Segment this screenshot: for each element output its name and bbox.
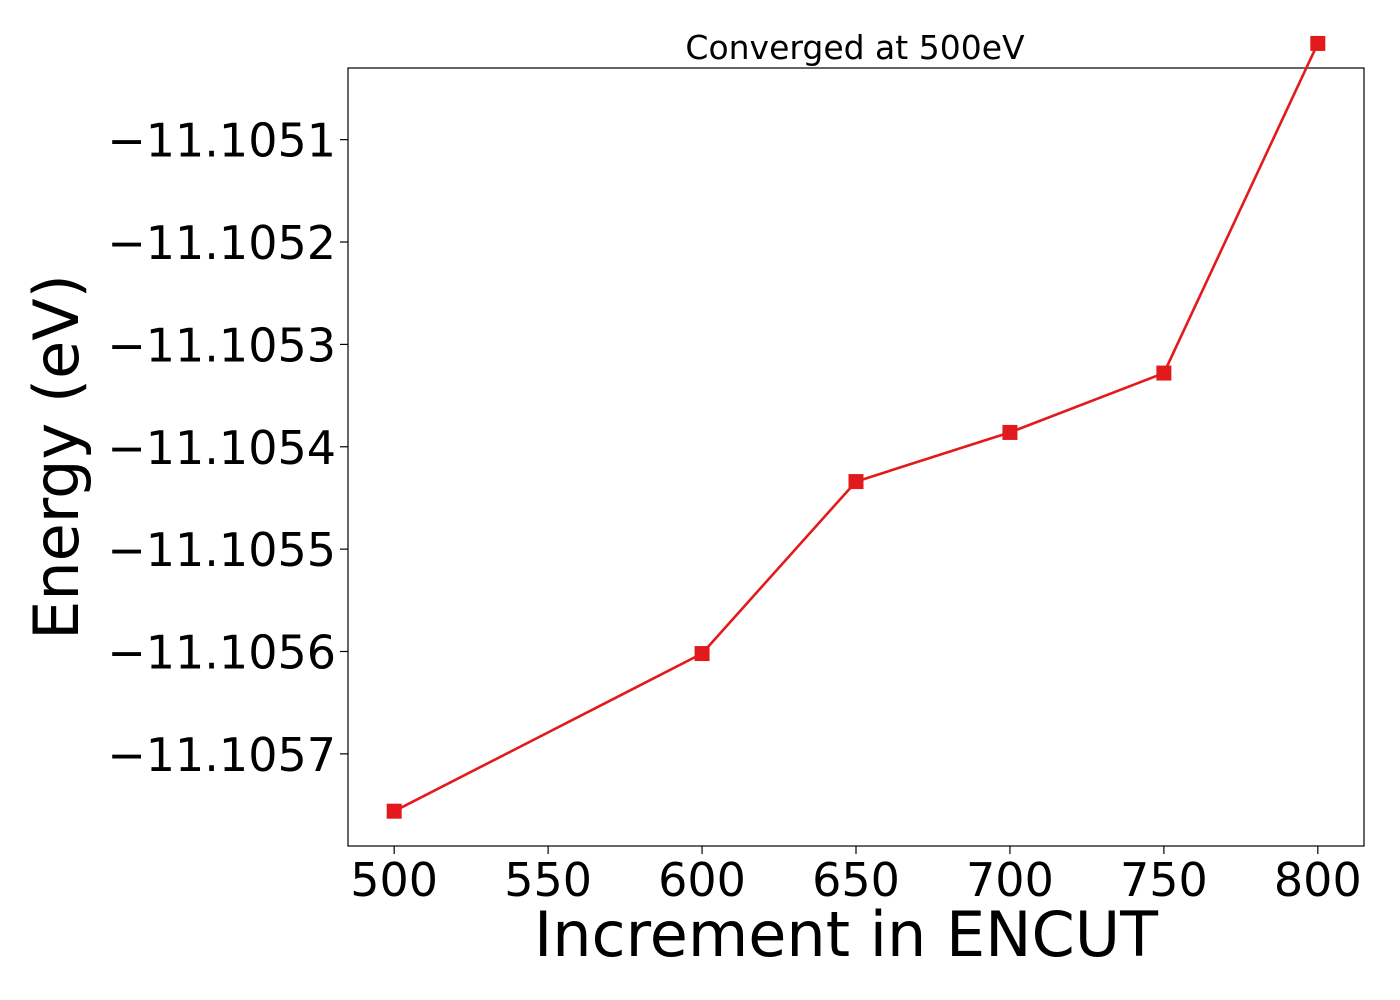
data-point-marker xyxy=(386,803,402,819)
x-tick-label: 650 xyxy=(812,853,900,907)
data-point-marker xyxy=(1002,424,1018,440)
y-tick-label: −11.1051 xyxy=(107,114,336,168)
plot-area xyxy=(347,67,1365,847)
y-tick-label: −11.1056 xyxy=(107,626,336,680)
y-tick-label: −11.1052 xyxy=(107,216,336,270)
data-markers xyxy=(386,35,1326,819)
data-point-marker xyxy=(694,646,710,662)
y-axis-label: Energy (eV) xyxy=(20,274,93,640)
data-point-marker xyxy=(848,474,864,490)
series-line xyxy=(393,42,1319,813)
x-tick-label: 500 xyxy=(350,853,438,907)
y-tick-label: −11.1053 xyxy=(107,318,336,372)
chart-title: Converged at 500eV xyxy=(685,28,1025,67)
x-tick-label: 600 xyxy=(658,853,746,907)
x-tick-label: 700 xyxy=(966,853,1054,907)
x-tick-label: 550 xyxy=(504,853,592,907)
y-axis: −11.1051 −11.1052 −11.1053 −11.1054 −11.1055… xyxy=(107,114,348,782)
x-axis: 500 550 600 650 700 750 800 xyxy=(350,846,1362,907)
data-point-marker xyxy=(1156,365,1172,381)
x-axis-label: Increment in ENCUT xyxy=(534,898,1159,971)
x-tick-label: 800 xyxy=(1274,853,1362,907)
x-tick-label: 750 xyxy=(1120,853,1208,907)
y-tick-label: −11.1054 xyxy=(107,421,336,475)
data-point-marker xyxy=(1310,35,1326,51)
y-tick-label: −11.1057 xyxy=(107,728,336,782)
y-tick-label: −11.1055 xyxy=(107,523,336,577)
